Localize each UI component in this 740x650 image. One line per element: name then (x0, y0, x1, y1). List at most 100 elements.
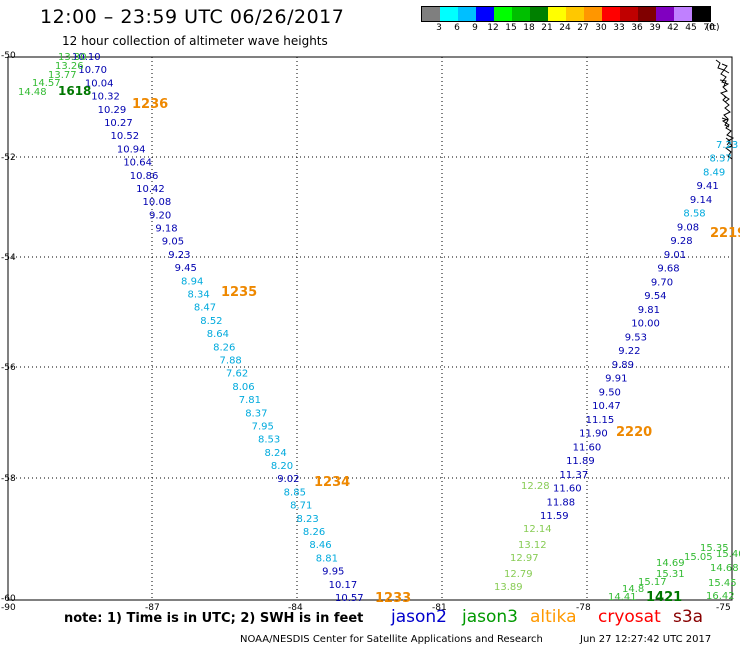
wave-height-value: 10.47 (592, 401, 621, 412)
wave-height-value: 8.81 (316, 553, 338, 564)
coastline-islands (715, 59, 735, 160)
wave-height-value: 9.23 (168, 250, 190, 261)
wave-height-value: 8.20 (271, 461, 293, 472)
wave-height-value: 14.8 (622, 584, 644, 595)
wave-height-value: 11.60 (553, 484, 582, 495)
lon-label: -90 (1, 603, 16, 613)
map-frame (7, 56, 733, 601)
wave-height-value: 9.95 (322, 567, 344, 578)
wave-height-value: 10.94 (117, 144, 146, 155)
wave-height-value: 7.95 (252, 421, 274, 432)
legend-swatch (692, 7, 710, 21)
wave-height-value: 10.08 (143, 197, 172, 208)
pass-time-label: 1234 (314, 475, 350, 490)
lon-label: -87 (145, 603, 160, 613)
legend-swatch (548, 7, 566, 21)
wave-height-value: 9.54 (644, 291, 666, 302)
wave-height-value: 8.34 (187, 290, 209, 301)
wave-height-value: 16.42 (706, 591, 735, 602)
pass-time-label: 1421 (646, 590, 682, 605)
pass-time-label: 2220 (616, 425, 652, 440)
legend-value: 33 (613, 23, 625, 33)
footer-note: note: 1) Time is in UTC; 2) SWH is in fe… (64, 611, 364, 626)
lat-label: -54 (1, 253, 16, 263)
wave-height-value: 7.23 (716, 140, 738, 151)
pass-time-label: 1236 (132, 97, 168, 112)
lon-label: -81 (432, 603, 447, 613)
legend-swatch (638, 7, 656, 21)
wave-height-value: 10.57 (335, 593, 364, 604)
wave-height-value: 8.64 (207, 329, 229, 340)
wave-height-value: 8.71 (290, 501, 312, 512)
wave-height-value: 11.60 (573, 442, 602, 453)
satellite-jason3: jason3 (462, 607, 518, 627)
wave-height-value: 10.00 (631, 319, 660, 330)
wave-height-value: 10.10 (72, 52, 101, 63)
wave-height-value: 10.42 (136, 184, 165, 195)
wave-height-value: 15.45 (708, 578, 737, 589)
satellite-altika: altika (530, 607, 577, 627)
legend-swatch (674, 7, 692, 21)
satellite-cryosat: cryosat (598, 607, 661, 627)
legend-value: 36 (631, 23, 643, 33)
legend-value: 70 (703, 23, 715, 33)
wave-height-value: 8.49 (703, 167, 725, 178)
legend-swatch (656, 7, 674, 21)
wave-height-value: 8.52 (200, 316, 222, 327)
wave-height-value: 13.12 (518, 540, 547, 551)
color-scale-values: 3 6 9 12 15 18 21 24 27 30 33 36 39 42 45 70 (421, 23, 727, 35)
legend-swatch (512, 7, 530, 21)
wave-height-value: 9.68 (657, 264, 679, 275)
wave-height-value: 14.69 (656, 558, 685, 569)
wave-height-value: 9.22 (618, 346, 640, 357)
wave-height-value: 8.58 (683, 209, 705, 220)
wave-height-value: 8.47 (194, 303, 216, 314)
pass-time-label: 1233 (375, 591, 411, 606)
wave-height-value: 10.32 (91, 92, 120, 103)
legend-swatch (476, 7, 494, 21)
pass-time-label: 1618 (58, 84, 91, 98)
wave-height-value: 9.18 (155, 224, 177, 235)
map-subtitle: 12 hour collection of altimeter wave hei… (62, 34, 328, 48)
wave-height-value: 12.97 (510, 553, 539, 564)
grid-lines (8, 57, 732, 600)
satellite-s3a: s3a (673, 607, 704, 627)
legend-value: 6 (454, 23, 460, 33)
wave-height-value: 8.37 (709, 154, 731, 165)
wave-height-value: 13.30 (58, 52, 87, 63)
legend-value: 39 (649, 23, 661, 33)
wave-height-value: 10.52 (110, 131, 139, 142)
lon-label: -78 (576, 603, 591, 613)
wave-height-value: 14.48 (18, 87, 47, 98)
wave-height-value: 8.26 (213, 342, 235, 353)
pass-time-label: 1235 (221, 285, 257, 300)
wave-height-value: 9.01 (664, 250, 686, 261)
satellite-jason2: jason2 (391, 607, 447, 627)
legend-swatch (584, 7, 602, 21)
wave-height-value: 15.31 (656, 569, 685, 580)
legend-value: 42 (667, 23, 679, 33)
legend-swatch (566, 7, 584, 21)
wave-height-value: 9.08 (677, 222, 699, 233)
legend-unit: (ft) (706, 23, 720, 33)
wave-height-value: 9.02 (277, 474, 299, 485)
wave-height-value: 12.79 (504, 569, 533, 580)
wave-height-value: 14.41 (608, 592, 637, 603)
wave-height-value: 11.59 (540, 511, 569, 522)
wave-height-value: 9.53 (625, 332, 647, 343)
wave-height-value: 15.17 (638, 577, 667, 588)
color-scale-legend (421, 6, 711, 22)
wave-height-value: 10.17 (329, 580, 358, 591)
wave-height-value: 8.46 (309, 540, 331, 551)
legend-swatch (620, 7, 638, 21)
wave-height-value: 13.26 (55, 61, 84, 72)
wave-height-value: 10.86 (130, 171, 159, 182)
lat-label: -56 (1, 363, 16, 373)
legend-swatch (440, 7, 458, 21)
wave-height-value: 11.90 (579, 429, 608, 440)
wave-height-value: 10.27 (104, 118, 133, 129)
wave-height-value: 14.57 (32, 78, 61, 89)
legend-value: 45 (685, 23, 697, 33)
pass-time-label: 2219 (710, 226, 740, 241)
coastline (715, 59, 735, 160)
